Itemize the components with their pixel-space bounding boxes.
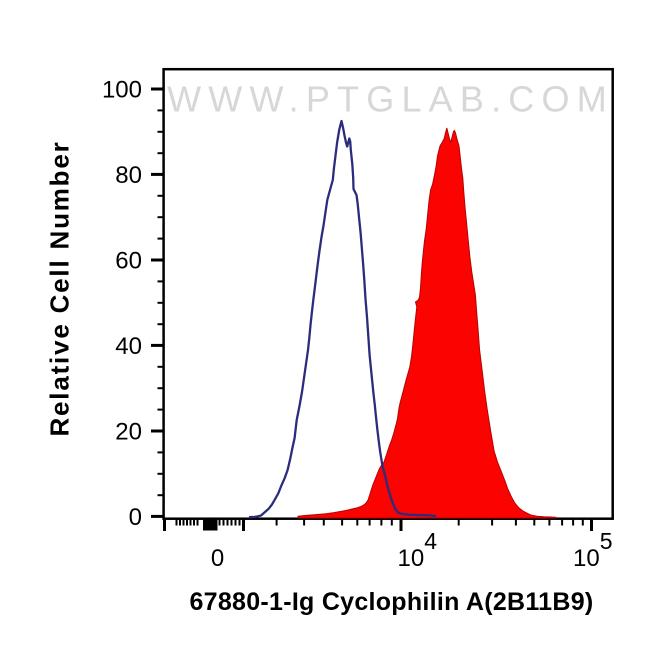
svg-text:40: 40 [115,333,142,360]
svg-text:60: 60 [115,248,142,275]
svg-text:104: 104 [398,528,438,572]
svg-text:105: 105 [573,528,613,572]
svg-text:0: 0 [129,504,142,531]
svg-text:20: 20 [115,419,142,446]
svg-text:WWW.PTGLAB.COM: WWW.PTGLAB.COM [167,79,614,120]
svg-text:67880-1-Ig Cyclophilin A(2B11B: 67880-1-Ig Cyclophilin A(2B11B9) [190,588,594,616]
svg-text:0: 0 [211,545,224,572]
svg-text:100: 100 [102,77,142,104]
svg-text:80: 80 [115,162,142,189]
svg-text:Relative Cell Number: Relative Cell Number [45,140,75,436]
